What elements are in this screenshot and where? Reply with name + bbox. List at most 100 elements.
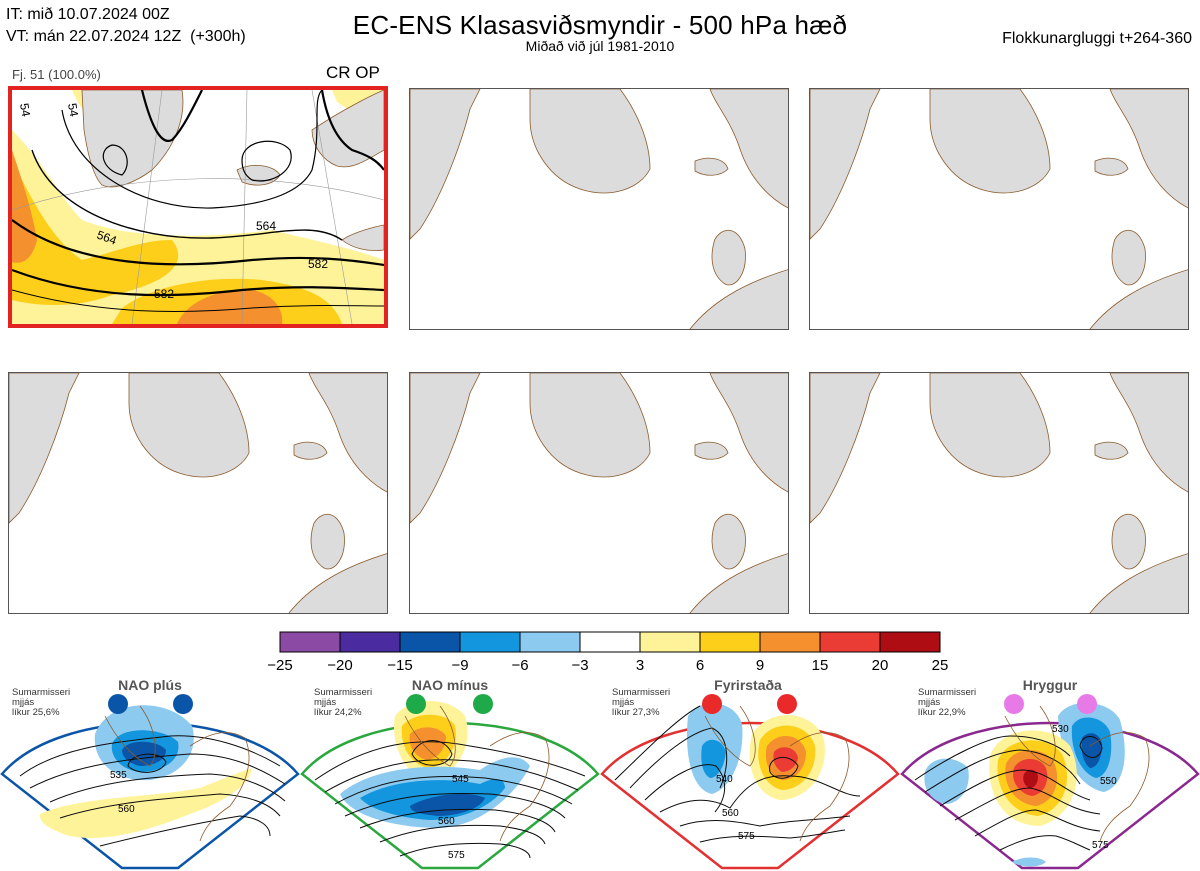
- colorbar: −25 −20 −15 −9 −6 −3 3 6 9 15 20 25: [267, 631, 948, 674]
- regime-contours: [914, 735, 1103, 851]
- cluster-map-4: [9, 373, 387, 613]
- regime-nao-plus: NAO plús Sumarmisseri mjjás líkur 25,6% …: [0, 677, 300, 870]
- colorbar-tick-label: −6: [511, 657, 528, 674]
- colorbar-swatch: [639, 631, 701, 653]
- cluster-map-2: [410, 89, 788, 329]
- cluster-members-label: Fj. 51 (100.0%): [12, 67, 101, 82]
- regime-ridge: Hryggur Sumarmisseri mjjás líkur 22,9% 5…: [900, 677, 1200, 870]
- regime-avg: mjjás: [12, 697, 34, 708]
- regime-dot: [1004, 694, 1024, 714]
- regime-name: Fyrirstaða: [714, 677, 782, 693]
- regime-contour-label: 545: [452, 774, 469, 785]
- contour-labels: 564 564 582 582 54 54: [17, 102, 328, 301]
- regime-season: Sumarmisseri: [918, 687, 976, 698]
- regime-contour-label: 560: [118, 804, 135, 815]
- contour-label: 582: [308, 257, 328, 271]
- regime-contour-label: 550: [1100, 776, 1117, 787]
- regime-avg: mjjás: [314, 697, 336, 708]
- regime-coast: [104, 705, 250, 842]
- colorbar-swatch: [579, 631, 641, 653]
- regime-name: NAO mínus: [412, 677, 488, 693]
- regime-avg: mjjás: [918, 697, 940, 708]
- colorbar-swatch: [399, 631, 461, 653]
- land-masses: [81, 90, 384, 251]
- regime-anomaly-positive: [39, 768, 252, 838]
- colorbar-tick-label: 3: [636, 657, 644, 674]
- regime-contour-label: 560: [438, 816, 455, 827]
- regime-contour-label: 535: [110, 770, 127, 781]
- regime-contour-label: 530: [1052, 724, 1069, 735]
- contour-label: 54: [17, 102, 33, 118]
- graticule: [12, 90, 384, 324]
- colorbar-tick-label: −20: [327, 657, 352, 674]
- colorbar-tick-label: 6: [696, 657, 704, 674]
- height-contours: [12, 90, 384, 313]
- colorbar-swatch: [279, 631, 341, 653]
- regime-dot: [173, 694, 193, 714]
- regime-prob: líkur 25,6%: [12, 707, 60, 718]
- regime-contour-label: 575: [738, 831, 755, 842]
- regime-prob: líkur 22,9%: [918, 707, 966, 718]
- cluster-panel-4[interactable]: [8, 372, 388, 614]
- contour-label: 54: [65, 102, 81, 118]
- regime-prob: líkur 24,2%: [314, 707, 362, 718]
- regime-dot: [777, 694, 797, 714]
- regime-season: Sumarmisseri: [12, 687, 70, 698]
- colorbar-tick-label: 15: [812, 657, 829, 674]
- classification-window: Flokkunargluggi t+264-360: [1002, 30, 1192, 47]
- regime-season: Sumarmisseri: [612, 687, 670, 698]
- cluster-panel-5[interactable]: [409, 372, 789, 614]
- contour-label: 564: [95, 228, 119, 248]
- regime-dot: [108, 694, 128, 714]
- colorbar-tick-label: −25: [267, 657, 292, 674]
- colorbar-tick-label: −3: [571, 657, 588, 674]
- regime-contours: [314, 740, 586, 859]
- colorbar-swatch: [339, 631, 401, 653]
- anomaly-6-region-west: [12, 160, 179, 305]
- regime-avg: mjjás: [612, 697, 634, 708]
- regime-contour-label: 575: [1092, 840, 1109, 851]
- contour-582: [12, 268, 384, 297]
- cluster-panel-1[interactable]: 564 564 582 582 54 54: [8, 86, 388, 328]
- issue-time: IT: mið 10.07.2024 00Z: [6, 6, 170, 23]
- page-subtitle: Miðað við júl 1981-2010: [525, 38, 675, 54]
- regime-season: Sumarmisseri: [314, 687, 372, 698]
- regime-dot: [406, 694, 426, 714]
- regime-blocking: Fyrirstaða Sumarmisseri mjjás líkur 27,3…: [600, 677, 900, 870]
- cluster-tag-label: CR OP: [326, 63, 380, 82]
- regime-coast: [404, 705, 550, 842]
- regime-prob: líkur 27,3%: [612, 707, 660, 718]
- anomaly-9-region-west: [12, 150, 37, 263]
- colorbar-swatch: [759, 631, 821, 653]
- regime-contours: [614, 705, 861, 843]
- colorbar-swatch: [879, 631, 941, 653]
- regime-anomaly-negative: [924, 758, 969, 804]
- cluster-panel-2[interactable]: [409, 88, 789, 330]
- contour-label: 582: [154, 287, 174, 301]
- cluster-panel-3[interactable]: [809, 88, 1189, 330]
- regime-coast: [1004, 705, 1150, 842]
- valid-time: VT: mán 22.07.2024 12Z (+300h): [6, 28, 246, 45]
- colorbar-tick-label: −15: [387, 657, 412, 674]
- colorbar-swatch: [519, 631, 581, 653]
- cluster-map-5: [410, 373, 788, 613]
- colorbar-swatch: [459, 631, 521, 653]
- greenland: [81, 90, 184, 188]
- regime-nao-minus: NAO mínus Sumarmisseri mjjás líkur 24,2%…: [300, 677, 600, 870]
- regime-contour-label: 575: [448, 850, 465, 861]
- page-title: EC-ENS Klasasviðsmyndir - 500 hPa hæð: [352, 10, 848, 40]
- regime-dot: [1077, 694, 1097, 714]
- cluster-map-6: [810, 373, 1188, 613]
- cluster-panel-6[interactable]: [809, 372, 1189, 614]
- europe: [341, 224, 384, 251]
- regime-dot: [473, 694, 493, 714]
- regime-dot: [702, 694, 722, 714]
- colorbar-swatch: [819, 631, 881, 653]
- colorbar-tick-label: −9: [451, 657, 468, 674]
- contour-label: 564: [256, 219, 276, 233]
- colorbar-swatch: [699, 631, 761, 653]
- cluster-map-1: 564 564 582 582 54 54: [12, 90, 384, 324]
- anomaly-9-region-south: [177, 289, 283, 324]
- regime-contours: [19, 735, 286, 847]
- colorbar-tick-label: 20: [872, 657, 889, 674]
